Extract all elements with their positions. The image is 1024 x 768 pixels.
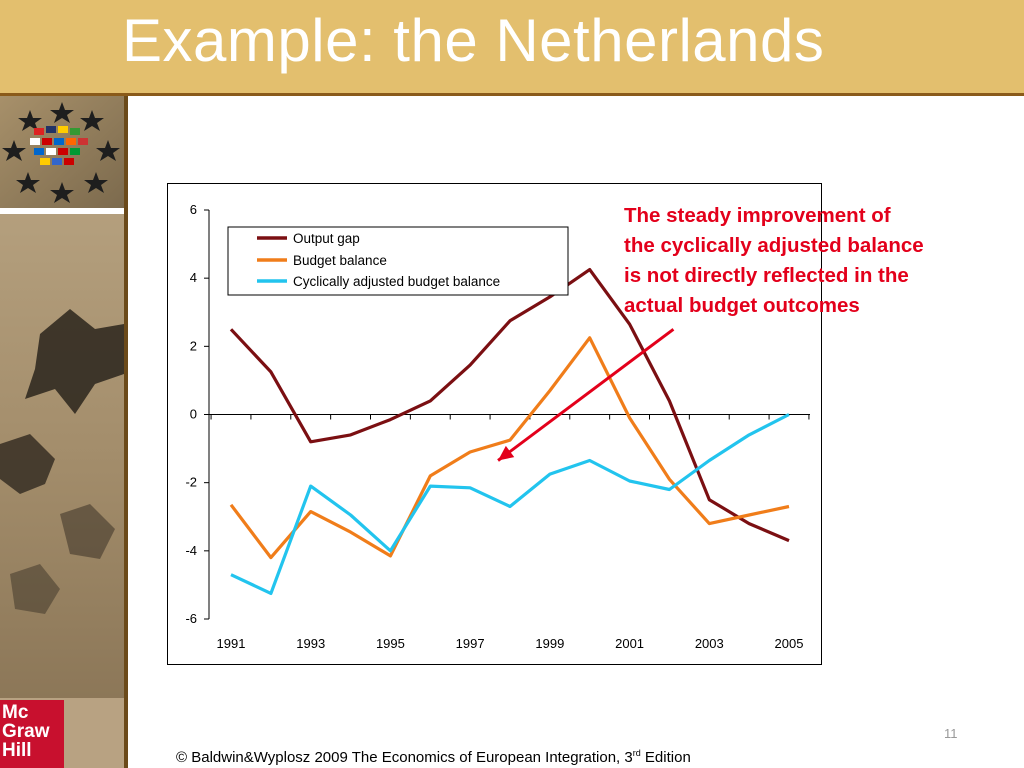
annotation-line: is not directly reflected in the [624, 264, 909, 287]
title-bar-rule [0, 93, 1024, 96]
slide-title: Example: the Netherlands [122, 7, 825, 74]
page-number: 11 [944, 726, 958, 741]
legend-label-cyclically-adjusted: Cyclically adjusted budget balance [293, 274, 500, 289]
y-tick-label: 4 [190, 270, 197, 285]
line-chart: 6 4 2 0 -2 -4 -6 1991 1993 1995 1997 1999 2001 2003 20… [185, 202, 810, 651]
x-tick-label: 1995 [376, 636, 405, 651]
footer-copyright: © Baldwin&Wyplosz 2009 The Economics of … [176, 748, 691, 766]
side-divider [0, 208, 124, 214]
title-bar [0, 0, 1024, 93]
budget-balance-line [229, 336, 790, 560]
x-tick-label: 2003 [695, 636, 724, 651]
y-tick-label: -4 [185, 543, 197, 558]
side-separator [124, 96, 128, 768]
annotation-line: The steady improvement of [624, 204, 891, 227]
cyclically-adjusted-line [230, 413, 790, 595]
legend-label-output-gap: Output gap [293, 231, 360, 246]
mcgraw-hill-logo: Mc Graw Hill [0, 700, 64, 768]
x-tick-label: 1999 [535, 636, 564, 651]
y-tick-label: -6 [185, 611, 197, 626]
annotation-line: actual budget outcomes [624, 294, 860, 317]
annotation-arrowhead [498, 445, 515, 461]
output-gap-line [229, 267, 790, 543]
y-tick-label: 6 [190, 202, 197, 217]
legend-label-budget-balance: Budget balance [293, 253, 387, 268]
y-tick-label: 0 [190, 407, 197, 422]
x-tick-label: 1997 [456, 636, 485, 651]
x-tick-label: 2005 [775, 636, 804, 651]
x-tick-label: 2001 [615, 636, 644, 651]
y-tick-label: -2 [185, 475, 197, 490]
annotation-arrow [497, 328, 675, 462]
eu-flags-image [0, 96, 124, 208]
annotation-line: the cyclically adjusted balance [624, 234, 924, 257]
annotation-text: The steady improvement of the cyclically… [624, 201, 1014, 321]
x-tick-label: 1993 [296, 636, 325, 651]
y-tick-label: 2 [190, 338, 197, 353]
beach-starfish-image [0, 214, 124, 698]
x-tick-label: 1991 [217, 636, 246, 651]
